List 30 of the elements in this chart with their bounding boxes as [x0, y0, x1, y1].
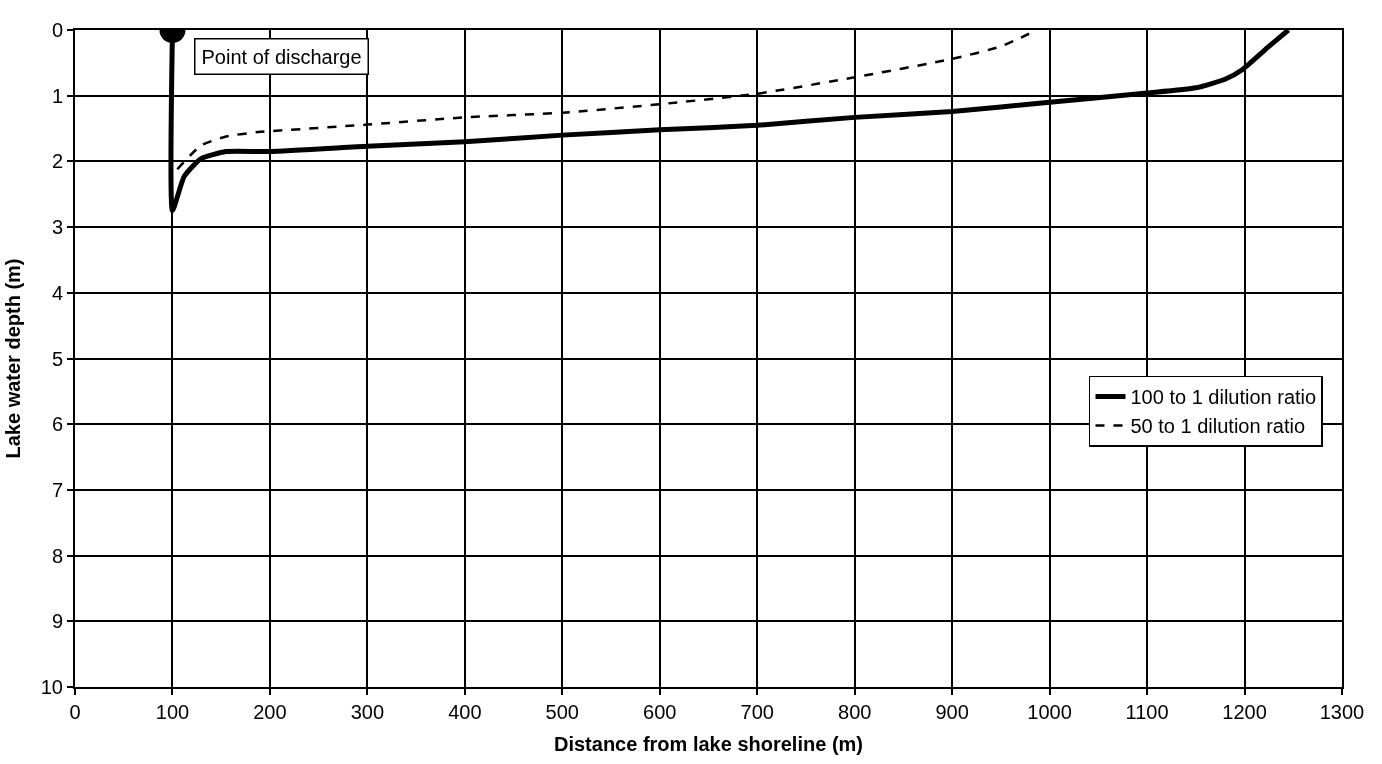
x-tick-label: 1200: [1222, 701, 1267, 723]
y-tick-label: 1: [51, 84, 63, 107]
x-tick-label: 800: [838, 701, 872, 723]
legend-label: 100 to 1 dilution ratio: [1130, 386, 1317, 409]
x-tick-label: 100: [155, 701, 190, 723]
x-tick-label: 300: [350, 701, 385, 723]
y-tick-label: 4: [51, 281, 63, 304]
y-tick-label: 9: [51, 610, 63, 633]
x-tick-label: 1300: [1319, 701, 1365, 723]
y-axis-title: Lake water depth (m): [1, 258, 24, 459]
x-tick-label: 700: [740, 701, 774, 723]
x-tick-label: 0: [69, 701, 81, 723]
y-tick-label: 2: [51, 150, 63, 173]
y-tick-label: 10: [40, 676, 63, 698]
x-tick-label: 1000: [1027, 701, 1072, 723]
x-tick-label: 600: [643, 701, 677, 723]
legend-label: 50 to 1 dilution ratio: [1130, 415, 1306, 438]
y-tick-label: 6: [51, 413, 63, 436]
y-tick-label: 7: [51, 478, 63, 501]
y-tick-label: 0: [51, 19, 63, 41]
y-tick-label: 3: [51, 216, 63, 239]
x-tick-label: 500: [545, 701, 579, 723]
x-tick-label: 900: [935, 701, 969, 723]
annotation: Point of discharge: [201, 45, 362, 68]
y-tick-label: 8: [51, 544, 63, 567]
x-axis-title: Distance from lake shoreline (m): [554, 733, 863, 755]
x-tick-label: 200: [253, 701, 287, 723]
y-tick-label: 5: [51, 347, 63, 370]
x-tick-label: 400: [448, 701, 482, 723]
x-tick-label: 1100: [1125, 701, 1169, 723]
